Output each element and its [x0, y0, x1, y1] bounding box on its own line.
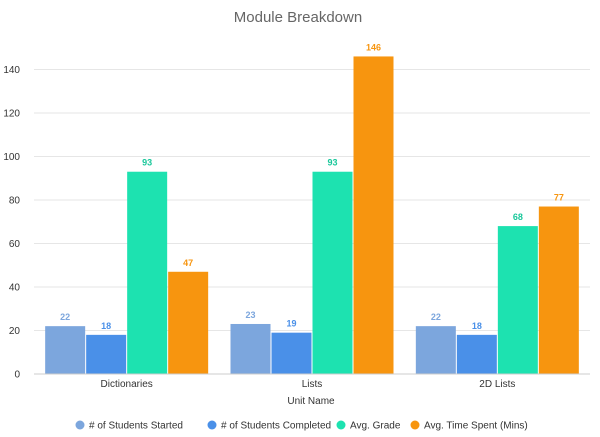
y-tick-label: 60	[9, 239, 21, 250]
legend-item[interactable]: Avg. Time Spent (Mins)	[410, 420, 528, 432]
y-tick-label: 140	[3, 65, 20, 76]
data-label: 18	[472, 321, 482, 331]
legend-swatch	[336, 420, 346, 430]
data-label: 19	[286, 319, 296, 329]
bar	[353, 56, 394, 374]
y-tick-label: 40	[9, 283, 21, 294]
data-label: 18	[101, 321, 111, 331]
legend-item[interactable]: # of Students Started	[75, 420, 183, 432]
bars	[45, 56, 579, 374]
y-tick-label: 120	[3, 109, 20, 120]
y-axis-ticks: 0 20 40 60 80 100 120 140	[3, 65, 20, 381]
gridlines	[34, 69, 590, 331]
y-tick-label: 100	[3, 152, 20, 163]
bar	[312, 171, 353, 374]
bar	[45, 326, 86, 374]
bar	[168, 271, 209, 374]
legend-swatch	[207, 420, 217, 430]
legend: # of Students Started # of Students Compl…	[75, 420, 528, 432]
data-label: 93	[142, 158, 152, 168]
bar	[230, 323, 271, 374]
data-label: 47	[183, 258, 193, 268]
bar	[271, 332, 312, 374]
bar	[538, 206, 579, 374]
legend-item[interactable]: Avg. Grade	[336, 420, 401, 432]
data-label: 93	[327, 158, 337, 168]
x-category-label: 2D Lists	[479, 379, 515, 390]
y-tick-label: 20	[9, 326, 21, 337]
bar	[456, 334, 497, 374]
data-label: 23	[245, 310, 255, 320]
data-label: 77	[554, 193, 564, 203]
legend-label: # of Students Completed	[221, 421, 331, 432]
data-label: 146	[366, 42, 381, 52]
data-label: 22	[60, 312, 70, 322]
bar	[127, 171, 168, 374]
bar	[497, 226, 538, 374]
legend-item[interactable]: # of Students Completed	[207, 420, 332, 432]
x-category-label: Lists	[302, 379, 323, 390]
bar	[86, 334, 127, 374]
x-category-label: Dictionaries	[101, 379, 153, 390]
x-axis-title: Unit Name	[287, 396, 335, 407]
y-tick-label: 80	[9, 196, 21, 207]
legend-label: # of Students Started	[89, 421, 183, 432]
bar	[415, 326, 456, 374]
legend-swatch	[410, 420, 420, 430]
legend-label: Avg. Time Spent (Mins)	[424, 421, 528, 432]
y-tick-label: 0	[14, 370, 20, 381]
data-label: 22	[431, 312, 441, 322]
data-labels: 22 18 93 47 23 19 93 146 22 18 68 77	[60, 42, 564, 330]
data-label: 68	[513, 212, 523, 222]
legend-swatch	[75, 420, 85, 430]
x-axis-categories: Dictionaries Lists 2D Lists	[101, 379, 516, 390]
chart-title: Module Breakdown	[234, 9, 362, 26]
legend-label: Avg. Grade	[350, 421, 401, 432]
